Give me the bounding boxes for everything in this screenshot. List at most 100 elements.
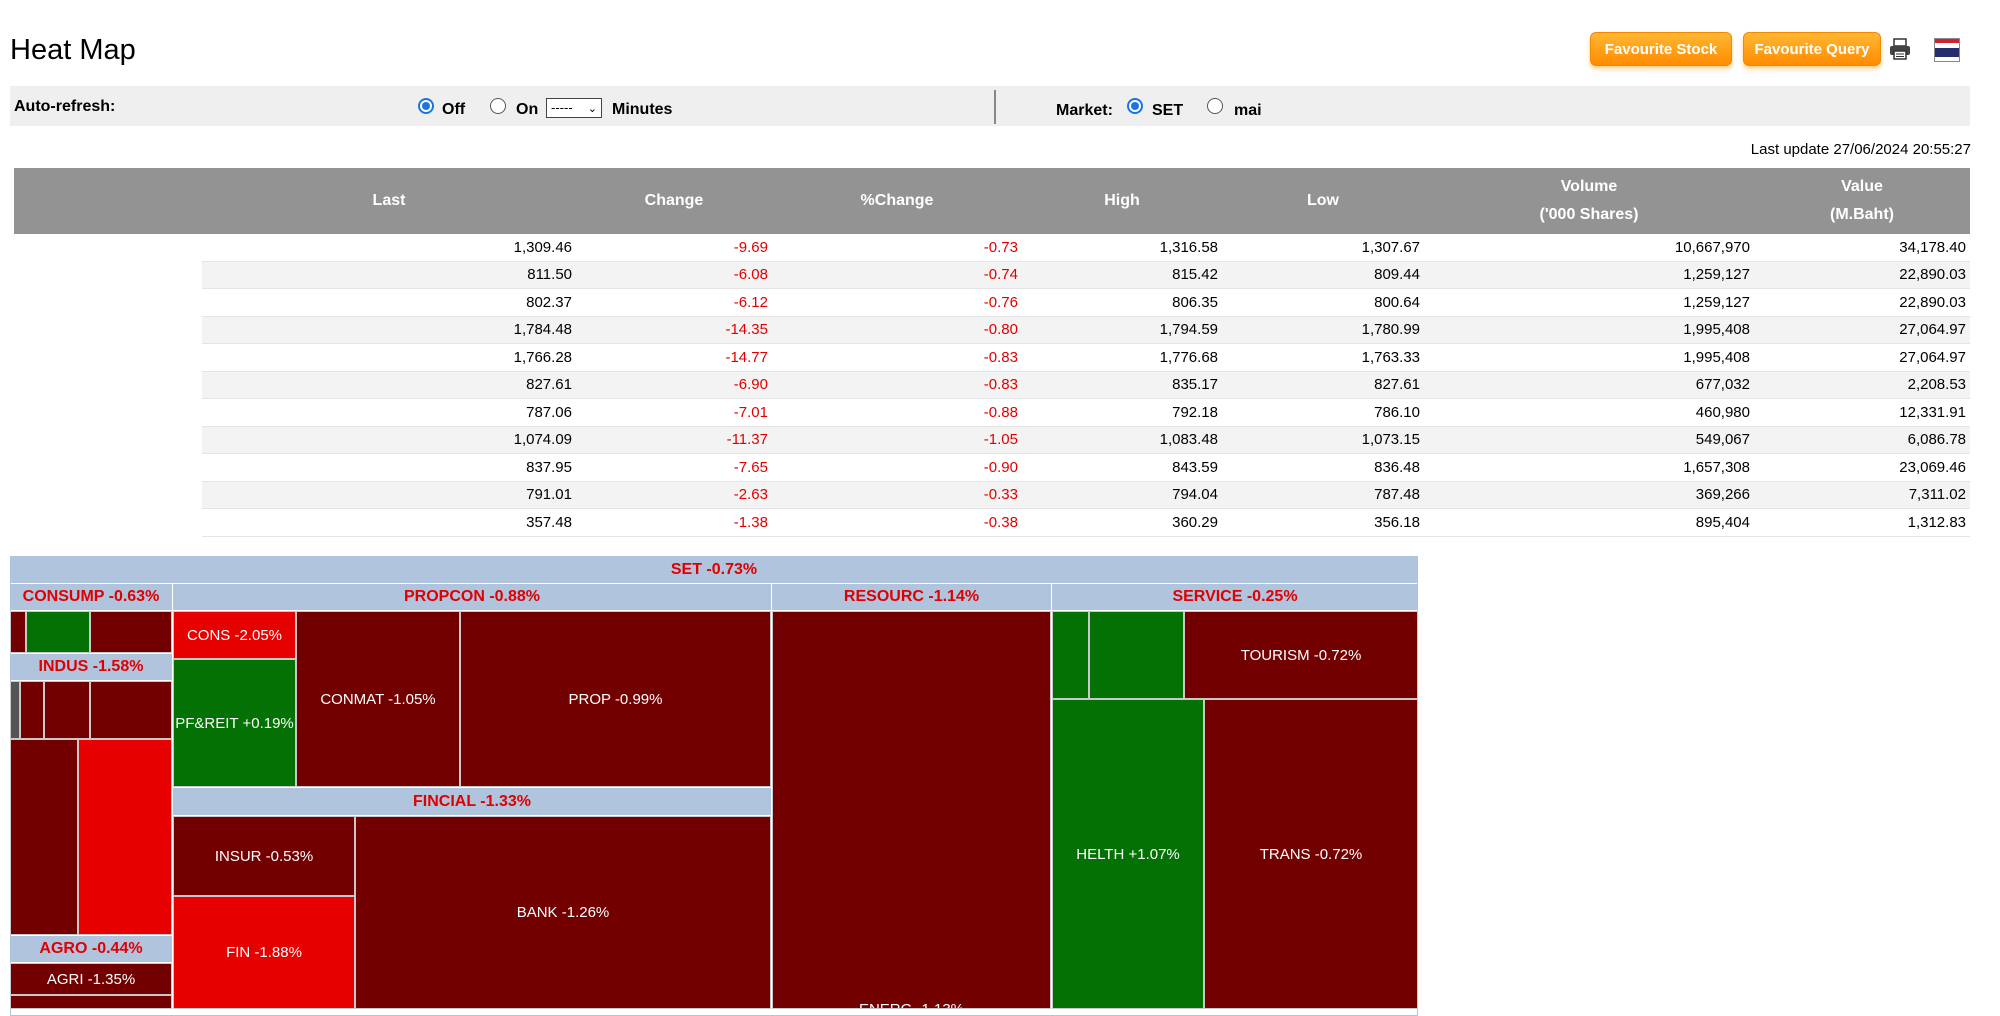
auto-refresh-label: Auto-refresh: xyxy=(14,98,116,115)
table-cell: 23,069.46 xyxy=(1754,453,1970,482)
table-cell: 27,064.97 xyxy=(1754,316,1970,344)
last-update-text: Last update 27/06/2024 20:55:27 xyxy=(1750,141,1971,158)
stock-tile[interactable] xyxy=(10,681,20,739)
table-cell xyxy=(14,426,202,454)
table-cell: 806.35 xyxy=(1022,288,1222,317)
table-cell: 827.61 xyxy=(202,371,576,399)
refresh-on-radio[interactable] xyxy=(490,98,506,114)
table-cell: 1,309.46 xyxy=(202,234,576,262)
table-cell: 1,312.83 xyxy=(1754,508,1970,537)
page-title: Heat Map xyxy=(10,34,136,66)
table-row[interactable]: 802.37 -6.12 -0.76 806.35 800.64 1,259,127 22,… xyxy=(14,288,1970,317)
refresh-on-label: On xyxy=(516,101,539,118)
industry-bank-tile[interactable]: BANK -1.26% xyxy=(355,816,771,1009)
divider xyxy=(994,90,996,124)
sector-indus-header[interactable]: INDUS -1.58% xyxy=(10,654,172,680)
header-change: Change xyxy=(576,168,772,234)
refresh-off-label: Off xyxy=(442,101,466,118)
table-row[interactable]: 827.61 -6.90 -0.83 835.17 827.61 677,032 2,208… xyxy=(14,371,1970,399)
sector-fincial-header[interactable]: FINCIAL -1.33% xyxy=(173,788,771,815)
table-cell: 786.10 xyxy=(1222,398,1424,427)
table-cell: 787.48 xyxy=(1222,481,1424,509)
sector-propcon-header[interactable]: PROPCON -0.88% xyxy=(173,584,771,610)
favourite-stock-button[interactable]: Favourite Stock xyxy=(1590,32,1732,66)
table-cell: 800.64 xyxy=(1222,288,1424,317)
table-cell: 1,763.33 xyxy=(1222,343,1424,372)
industry-energ-tile[interactable]: ENERG -1.13% xyxy=(772,611,1051,1009)
industry-trans-tile[interactable]: TRANS -0.72% xyxy=(1204,699,1418,1009)
table-cell: -0.88 xyxy=(772,398,1022,427)
industry-prop-tile[interactable]: PROP -0.99% xyxy=(460,611,771,787)
table-row[interactable]: 1,784.48 -14.35 -0.80 1,794.59 1,780.99 1,995… xyxy=(14,316,1970,344)
table-cell: 22,890.03 xyxy=(1754,261,1970,289)
stock-tile[interactable] xyxy=(1089,611,1184,699)
table-row[interactable]: 791.01 -2.63 -0.33 794.04 787.48 369,266 7,311… xyxy=(14,481,1970,509)
table-header-row: Last Change %Change High Low Volume ('00… xyxy=(14,168,1970,234)
table-cell: 791.01 xyxy=(202,481,576,509)
industry-fin-tile[interactable]: FIN -1.88% xyxy=(173,896,355,1009)
table-cell: 794.04 xyxy=(1022,481,1222,509)
table-cell: 1,766.28 xyxy=(202,343,576,372)
table-cell: -0.33 xyxy=(772,481,1022,509)
stock-tile[interactable] xyxy=(26,611,90,653)
industry-helth-tile[interactable]: HELTH +1.07% xyxy=(1052,699,1204,1009)
stock-tile[interactable] xyxy=(10,739,78,935)
sector-resourc-header[interactable]: RESOURC -1.14% xyxy=(772,584,1051,610)
table-row[interactable]: 1,074.09 -11.37 -1.05 1,083.48 1,073.15 549,0… xyxy=(14,426,1970,454)
sector-service-header[interactable]: SERVICE -0.25% xyxy=(1052,584,1418,610)
table-row[interactable]: 811.50 -6.08 -0.74 815.42 809.44 1,259,127 22,… xyxy=(14,261,1970,289)
header-value-line2: (M.Baht) xyxy=(1830,206,1894,223)
table-row[interactable]: 1,766.28 -14.77 -0.83 1,776.68 1,763.33 1,995… xyxy=(14,343,1970,372)
table-cell: 1,316.58 xyxy=(1022,234,1222,262)
heatmap-root-header[interactable]: SET -0.73% xyxy=(10,556,1418,583)
header-last: Last xyxy=(202,168,576,234)
industry-pfreit-tile[interactable]: PF&REIT +0.19% xyxy=(173,659,296,787)
stock-tile[interactable] xyxy=(44,681,90,739)
table-cell: -11.37 xyxy=(576,426,772,454)
industry-agri-tile[interactable]: AGRI -1.35% xyxy=(10,963,172,995)
stock-tile[interactable] xyxy=(10,611,26,653)
market-set-radio[interactable] xyxy=(1127,98,1143,114)
header-volume: Volume ('000 Shares) xyxy=(1424,168,1754,234)
table-cell xyxy=(14,288,202,316)
stock-tile[interactable] xyxy=(90,681,172,739)
table-cell: 835.17 xyxy=(1022,371,1222,399)
table-cell: 837.95 xyxy=(202,453,576,482)
stock-tile[interactable] xyxy=(1052,611,1089,699)
table-cell: -6.12 xyxy=(576,288,772,317)
header-pct-change: %Change xyxy=(772,168,1022,234)
stock-tile[interactable] xyxy=(20,681,44,739)
stock-tile[interactable] xyxy=(90,611,172,653)
table-cell: 1,259,127 xyxy=(1424,261,1754,289)
table-cell: 809.44 xyxy=(1222,261,1424,289)
table-row[interactable]: 1,309.46 -9.69 -0.73 1,316.58 1,307.67 10,667… xyxy=(14,234,1970,262)
table-cell: 843.59 xyxy=(1022,453,1222,482)
thai-flag-icon[interactable] xyxy=(1934,38,1960,62)
table-cell: -0.76 xyxy=(772,288,1022,317)
printer-icon[interactable] xyxy=(1888,37,1912,61)
sector-consump-header[interactable]: CONSUMP -0.63% xyxy=(10,584,172,610)
table-row[interactable]: 837.95 -7.65 -0.90 843.59 836.48 1,657,308 23,… xyxy=(14,453,1970,482)
minutes-label: Minutes xyxy=(612,101,673,118)
table-cell: 27,064.97 xyxy=(1754,343,1970,372)
industry-cons-tile[interactable]: CONS -2.05% xyxy=(173,611,296,659)
table-cell xyxy=(14,316,202,344)
favourite-query-button[interactable]: Favourite Query xyxy=(1743,32,1881,66)
table-cell xyxy=(14,261,202,289)
minutes-select[interactable]: ----- ⌄ xyxy=(546,98,602,118)
industry-conmat-tile[interactable]: CONMAT -1.05% xyxy=(296,611,460,787)
table-row[interactable]: 357.48 -1.38 -0.38 360.29 356.18 895,404 1,312… xyxy=(14,508,1970,537)
stock-tile[interactable] xyxy=(10,995,172,1009)
refresh-off-radio[interactable] xyxy=(418,98,434,114)
stock-tile[interactable] xyxy=(78,739,172,935)
market-mai-label: mai xyxy=(1234,102,1262,119)
table-cell: 22,890.03 xyxy=(1754,288,1970,317)
market-mai-radio[interactable] xyxy=(1207,98,1223,114)
table-cell: 1,784.48 xyxy=(202,316,576,344)
industry-tourism-tile[interactable]: TOURISM -0.72% xyxy=(1184,611,1418,699)
market-label: Market: xyxy=(1056,102,1113,119)
table-row[interactable]: 787.06 -7.01 -0.88 792.18 786.10 460,980 12,33… xyxy=(14,398,1970,427)
sector-agro-header[interactable]: AGRO -0.44% xyxy=(10,936,172,962)
industry-insur-tile[interactable]: INSUR -0.53% xyxy=(173,816,355,896)
table-cell: 6,086.78 xyxy=(1754,426,1970,454)
